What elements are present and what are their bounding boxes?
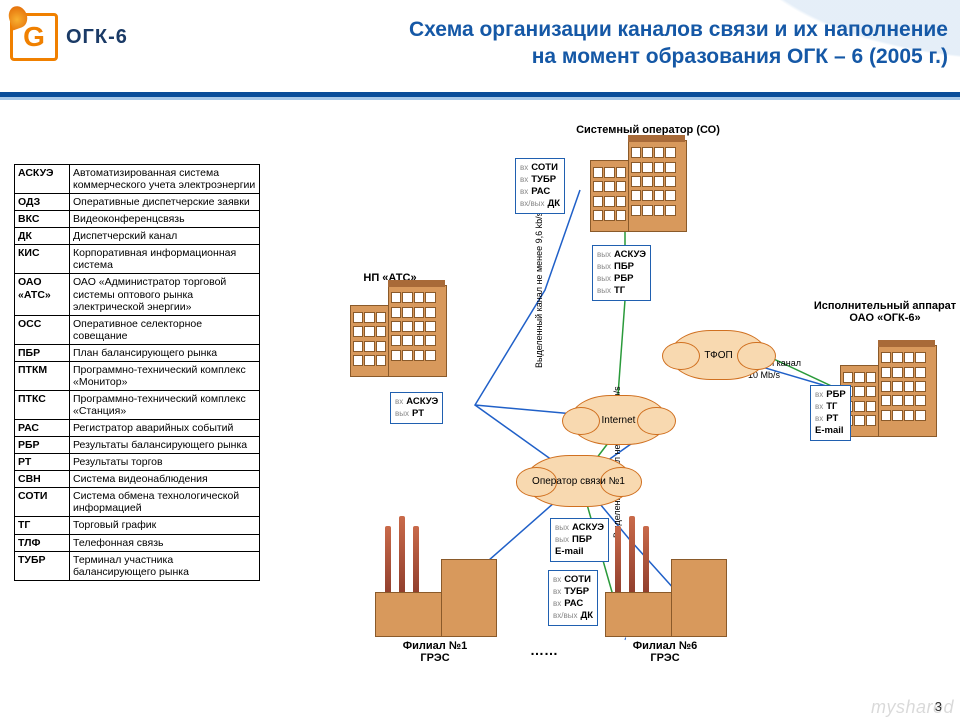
legend-abbr: ПТКС	[15, 390, 70, 419]
legend-def: ОАО «Администратор торговой системы опто…	[70, 274, 260, 315]
legend-row: ДКДиспетчерский канал	[15, 228, 260, 245]
legend-def: План балансирующего рынка	[70, 344, 260, 361]
label-exec: Исполнительный аппаратОАО «ОГК-6»	[805, 300, 960, 324]
legend-abbr: ПТКМ	[15, 361, 70, 390]
legend-abbr: РТ	[15, 454, 70, 471]
legend-row: РТРезультаты торгов	[15, 454, 260, 471]
plant-branch1	[375, 540, 495, 635]
legend-def: Результаты балансирующего рынка	[70, 437, 260, 454]
legend-abbr: ОСС	[15, 315, 70, 344]
legend-row: ПБРПлан балансирующего рынка	[15, 344, 260, 361]
legend-def: Программно-технический комплекс «Монитор…	[70, 361, 260, 390]
legend-row: ТУБРТерминал участника балансирующего ры…	[15, 551, 260, 580]
legend-abbr: ПБР	[15, 344, 70, 361]
box-plant-in: вхСОТИвхТУБРвхРАСвх/выхДК	[548, 570, 598, 626]
cloud-internet: Internet	[570, 395, 667, 445]
legend-row: ОДЗОперативные диспетчерские заявки	[15, 194, 260, 211]
building-so	[590, 140, 685, 230]
legend-row: СОТИСистема обмена технологической инфор…	[15, 488, 260, 517]
legend-abbr: ТУБР	[15, 551, 70, 580]
legend-abbr: ДК	[15, 228, 70, 245]
legend-row: ОССОперативное селекторное совещание	[15, 315, 260, 344]
box-exec: вхРБРвхТГвхРТE-mail	[810, 385, 851, 441]
plant-branch6	[605, 540, 725, 635]
legend-def: Диспетчерский канал	[70, 228, 260, 245]
label-dots: ……	[530, 642, 558, 658]
label-branch1: Филиал №1ГРЭС	[380, 640, 490, 664]
legend-row: ОАО «АТС»ОАО «Администратор торговой сис…	[15, 274, 260, 315]
watermark: myshared	[871, 697, 954, 718]
legend-def: Торговый график	[70, 517, 260, 534]
legend-row: РАСРегистратор аварийных событий	[15, 420, 260, 437]
box-so: вхСОТИвхТУБРвхРАСвх/выхДК	[515, 158, 565, 214]
legend-abbr: РАС	[15, 420, 70, 437]
legend-row: КИСКорпоративная информационная система	[15, 245, 260, 274]
legend-row: ПТКМПрограммно-технический комплекс «Мон…	[15, 361, 260, 390]
legend-def: Результаты торгов	[70, 454, 260, 471]
legend-row: ТЛФТелефонная связь	[15, 534, 260, 551]
legend-def: Программно-технический комплекс «Станция…	[70, 390, 260, 419]
cloud-operator: Оператор связи №1	[525, 455, 632, 507]
legend-abbr: АСКУЭ	[15, 165, 70, 194]
legend-def: Корпоративная информационная система	[70, 245, 260, 274]
legend-abbr: СОТИ	[15, 488, 70, 517]
cloud-tfop: ТФОП	[670, 330, 767, 380]
header: G ОГК-6 Схема организации каналов связи …	[0, 0, 960, 100]
box-pbr: выхАСКУЭвыхПБРвыхРБРвыхТГ	[592, 245, 651, 301]
linktext-96k: Выделенный канал не менее 9,6 kb/s	[534, 212, 544, 368]
legend-abbr: КИС	[15, 245, 70, 274]
logo: G ОГК-6	[10, 10, 170, 64]
label-branch6: Филиал №6ГРЭС	[610, 640, 720, 664]
legend-def: Автоматизированная система коммерческого…	[70, 165, 260, 194]
legend-abbr: ОАО «АТС»	[15, 274, 70, 315]
building-ats	[350, 285, 445, 375]
legend-def: Система видеонаблюдения	[70, 471, 260, 488]
legend-abbr: ТГ	[15, 517, 70, 534]
legend-table: АСКУЭАвтоматизированная система коммерче…	[14, 164, 260, 581]
diagram: Системный оператор (СО) НП «АТС» Исполни…	[280, 120, 940, 680]
legend-row: ВКСВидеоконференцсвязь	[15, 211, 260, 228]
legend-abbr: ОДЗ	[15, 194, 70, 211]
header-rule	[0, 92, 960, 100]
legend-abbr: РБР	[15, 437, 70, 454]
legend-def: Оперативное селекторное совещание	[70, 315, 260, 344]
legend-row: РБРРезультаты балансирующего рынка	[15, 437, 260, 454]
legend-def: Телефонная связь	[70, 534, 260, 551]
legend-row: ПТКСПрограммно-технический комплекс «Ста…	[15, 390, 260, 419]
legend-abbr: СВН	[15, 471, 70, 488]
legend-def: Система обмена технологической информаци…	[70, 488, 260, 517]
legend-row: АСКУЭАвтоматизированная система коммерче…	[15, 165, 260, 194]
box-plant-out: выхАСКУЭвыхПБРE-mail	[550, 518, 609, 562]
legend-row: СВНСистема видеонаблюдения	[15, 471, 260, 488]
legend-row: ТГТорговый график	[15, 517, 260, 534]
legend-abbr: ВКС	[15, 211, 70, 228]
legend-abbr: ТЛФ	[15, 534, 70, 551]
legend-def: Оперативные диспетчерские заявки	[70, 194, 260, 211]
box-ats: вхАСКУЭвыхРТ	[390, 392, 443, 424]
legend-def: Терминал участника балансирующего рынка	[70, 551, 260, 580]
legend-def: Видеоконференцсвязь	[70, 211, 260, 228]
building-exec	[840, 345, 935, 435]
legend-def: Регистратор аварийных событий	[70, 420, 260, 437]
page-title: Схема организации каналов связи и их нап…	[258, 16, 948, 71]
